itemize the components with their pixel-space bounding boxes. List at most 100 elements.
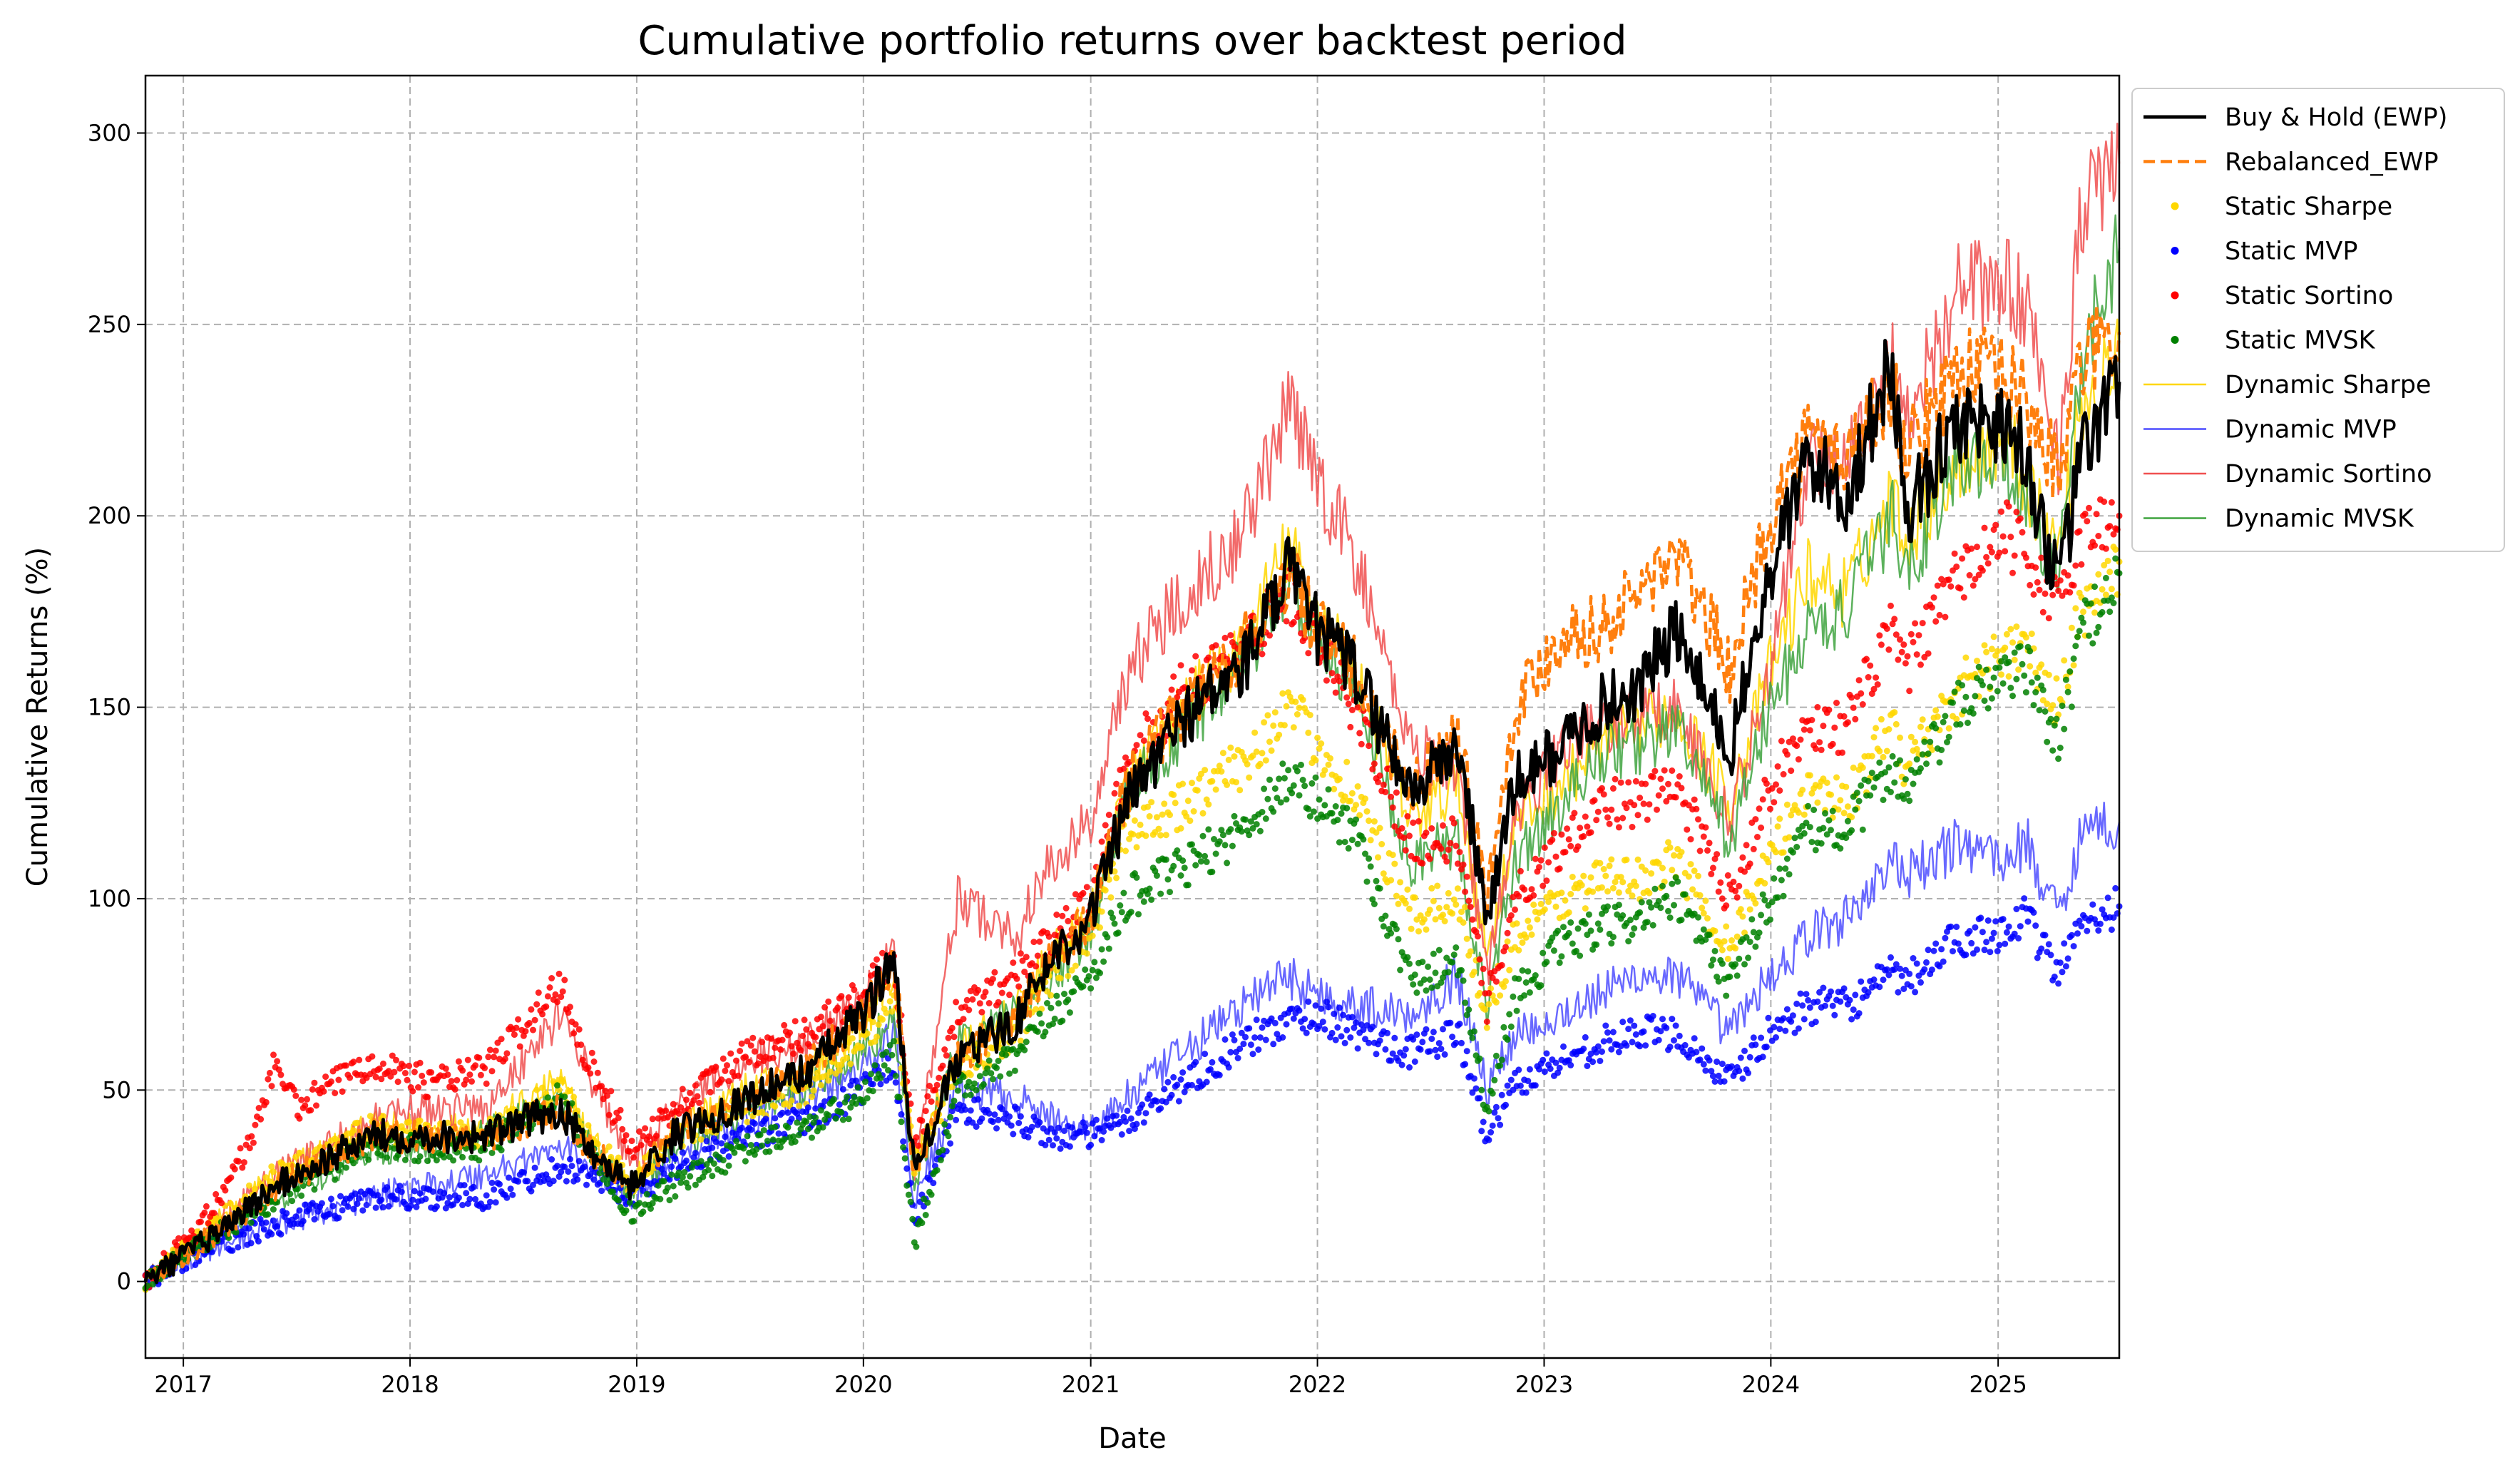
data-point <box>930 1180 937 1187</box>
data-point <box>995 1058 1002 1064</box>
data-point <box>1803 991 1810 998</box>
data-point <box>1411 894 1418 901</box>
data-point <box>1034 1028 1041 1035</box>
data-point <box>772 1123 779 1131</box>
data-point <box>1525 968 1532 975</box>
data-point <box>1634 856 1641 863</box>
data-point <box>1177 825 1184 832</box>
data-point <box>2102 545 2109 552</box>
data-point <box>1194 787 1201 794</box>
data-point <box>945 1133 952 1140</box>
data-point <box>1225 1063 1232 1071</box>
data-point <box>993 1125 1000 1132</box>
data-point <box>1589 888 1597 895</box>
data-point <box>1328 810 1336 817</box>
data-point <box>424 1093 431 1101</box>
data-point <box>2027 663 2034 670</box>
data-point <box>1249 825 1256 832</box>
data-point <box>1654 806 1660 813</box>
data-point <box>1858 782 1865 789</box>
data-point <box>1671 852 1677 859</box>
data-point <box>416 1059 424 1066</box>
data-point <box>488 1179 496 1186</box>
data-point <box>1050 1021 1056 1027</box>
data-point <box>1065 973 1072 979</box>
data-point <box>1700 833 1707 840</box>
data-point <box>1229 1031 1236 1038</box>
data-point <box>1902 660 1909 667</box>
data-point <box>1290 618 1297 626</box>
data-point <box>1814 704 1821 710</box>
data-point <box>2089 640 2096 647</box>
data-point <box>1373 829 1380 836</box>
data-point <box>1602 872 1609 879</box>
data-point <box>2076 528 2083 535</box>
data-point <box>777 1143 784 1150</box>
data-point <box>1537 857 1545 864</box>
data-point <box>1306 712 1313 718</box>
data-point <box>1642 867 1649 874</box>
data-point <box>1799 1002 1806 1009</box>
data-point <box>1552 1059 1559 1066</box>
data-point <box>1829 1002 1836 1009</box>
data-point <box>2005 923 2012 930</box>
data-point <box>1148 896 1155 903</box>
data-point <box>1197 858 1204 865</box>
x-tick-label: 2021 <box>1062 1371 1120 1398</box>
data-point <box>1366 742 1373 750</box>
data-point <box>1532 1082 1539 1089</box>
data-point <box>1591 797 1598 804</box>
data-point <box>550 1178 557 1185</box>
data-point <box>1126 835 1133 842</box>
data-point <box>725 1153 732 1160</box>
data-point <box>1131 817 1138 824</box>
data-point <box>411 1068 418 1076</box>
data-point <box>1666 914 1674 922</box>
data-point <box>463 1076 470 1083</box>
data-point <box>1059 912 1066 919</box>
data-point <box>1270 722 1277 729</box>
data-point <box>1732 961 1739 968</box>
data-point <box>1253 1016 1260 1024</box>
data-point <box>1540 1056 1547 1063</box>
data-point <box>1594 808 1602 815</box>
data-point <box>1212 786 1219 793</box>
data-point <box>2055 755 2062 762</box>
data-point <box>951 1097 958 1104</box>
data-point <box>2072 562 2079 569</box>
data-point <box>350 1160 357 1167</box>
data-point <box>1144 803 1151 810</box>
data-point <box>2081 510 2089 517</box>
data-point <box>1117 902 1124 909</box>
data-point <box>1928 966 1935 974</box>
data-point <box>1458 1039 1465 1046</box>
data-point <box>1449 910 1456 917</box>
data-point <box>1454 885 1461 892</box>
data-point <box>795 1102 802 1109</box>
data-point <box>311 1079 318 1086</box>
data-point <box>937 1156 944 1163</box>
data-point <box>1608 1046 1615 1053</box>
data-point <box>637 1142 645 1148</box>
data-point <box>568 1100 575 1107</box>
data-point <box>513 1024 520 1031</box>
data-point <box>1614 816 1621 823</box>
data-point <box>1425 963 1432 970</box>
data-point <box>225 1235 232 1242</box>
data-point <box>251 1185 258 1193</box>
data-point <box>1767 916 1773 923</box>
data-point <box>385 1203 392 1210</box>
data-point <box>581 1163 588 1170</box>
data-point <box>1547 1066 1554 1072</box>
data-point <box>649 1200 656 1207</box>
data-point <box>1034 952 1041 959</box>
data-point <box>268 1163 275 1170</box>
data-point <box>1482 1006 1489 1013</box>
data-point <box>922 1212 929 1218</box>
data-point <box>1759 891 1766 898</box>
data-point <box>1837 797 1844 804</box>
data-point <box>459 1202 466 1208</box>
data-point <box>975 1096 982 1103</box>
chart-title: Cumulative portfolio returns over backte… <box>637 18 1627 64</box>
data-point <box>956 1077 963 1084</box>
